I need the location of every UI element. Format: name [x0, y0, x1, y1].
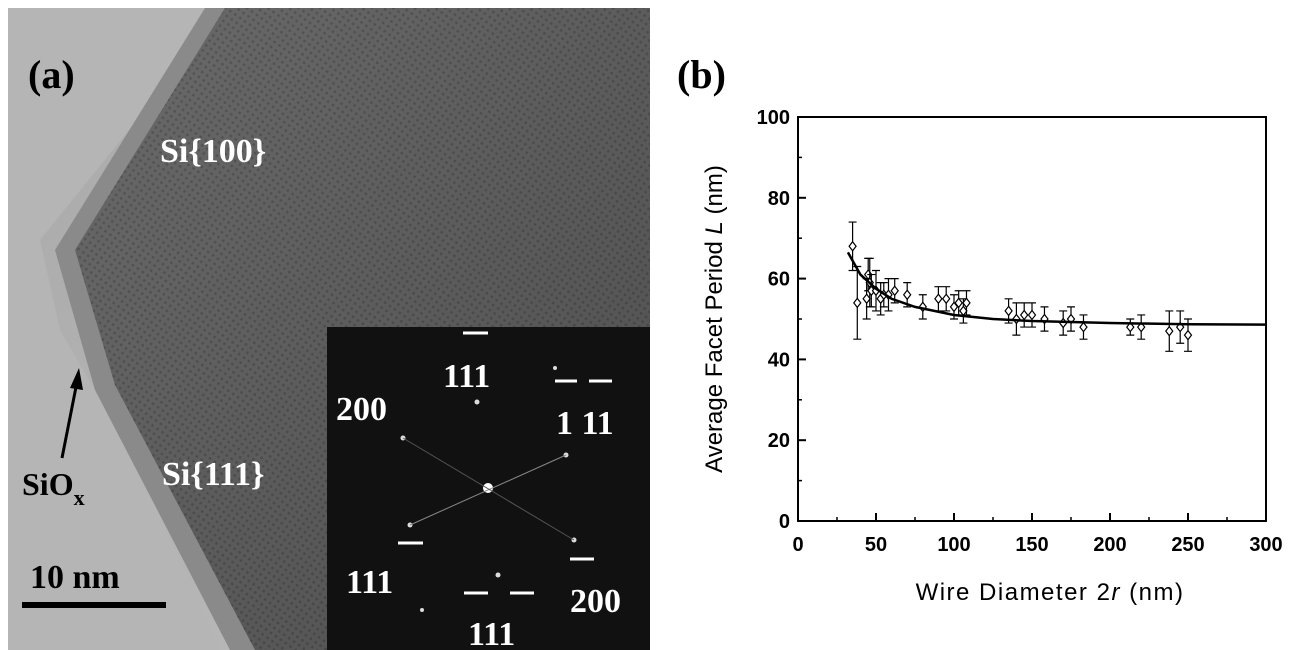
spot-label: 111 [468, 616, 515, 650]
data-point [1079, 321, 1088, 333]
y-axis-label: Average Facet Period L (nm) [701, 165, 728, 473]
plot: 0 50 100 150 200 250 300 0 20 40 60 80 100 [757, 107, 1283, 556]
scale-label: 10 nm [30, 559, 120, 596]
y-tick-label: 80 [768, 188, 790, 210]
data-point [954, 297, 963, 309]
data-point [1126, 321, 1135, 333]
facet-label: Si{100} [160, 133, 266, 170]
data-point [941, 293, 951, 305]
data-point [934, 293, 943, 305]
data-point [1183, 329, 1193, 341]
x-tick-label: 100 [937, 534, 970, 556]
x-tick-label: 250 [1171, 534, 1204, 556]
data-point [902, 289, 912, 301]
spot-label: 1 11 [556, 405, 614, 442]
x-tick-label: 0 [792, 534, 803, 556]
x-tick-label: 50 [865, 534, 887, 556]
x-tick-label: 300 [1249, 534, 1282, 556]
spot-label: 200 [336, 391, 387, 428]
panel-label: (a) [28, 52, 75, 97]
facet-label: Si{111} [162, 456, 264, 493]
scale-bar [22, 602, 166, 608]
data-point [949, 301, 959, 313]
y-tick-label: 20 [768, 430, 790, 452]
data-point [848, 240, 857, 252]
data-point [1004, 305, 1013, 317]
data-point [1019, 309, 1029, 321]
data-point [1136, 321, 1146, 333]
y-tick-label: 100 [757, 107, 790, 129]
x-tick-label: 150 [1015, 534, 1048, 556]
y-tick-label: 60 [768, 269, 790, 291]
data-point [1027, 309, 1037, 321]
data-point [962, 297, 971, 309]
y-tick-label: 0 [779, 511, 790, 533]
data-point [853, 297, 862, 309]
x-tick-label: 200 [1093, 534, 1126, 556]
data-point [959, 305, 968, 317]
data-point [890, 285, 899, 297]
oxide-label: SiOx [22, 466, 85, 510]
x-axis-label: Wire Diameter 2r (nm) [916, 579, 1185, 606]
spot-label: 200 [570, 583, 621, 620]
fit-line [846, 251, 1267, 326]
spot-label: 111 [443, 358, 490, 395]
data-point [862, 293, 871, 305]
y-tick-label: 40 [768, 349, 790, 371]
panel-label: (b) [677, 52, 726, 97]
tem-image: (a) Si{100} Si{111} SiOx 10 nm 111 200 1… [8, 8, 650, 650]
spot-label: 111 [346, 564, 393, 601]
data-point [1165, 325, 1174, 337]
